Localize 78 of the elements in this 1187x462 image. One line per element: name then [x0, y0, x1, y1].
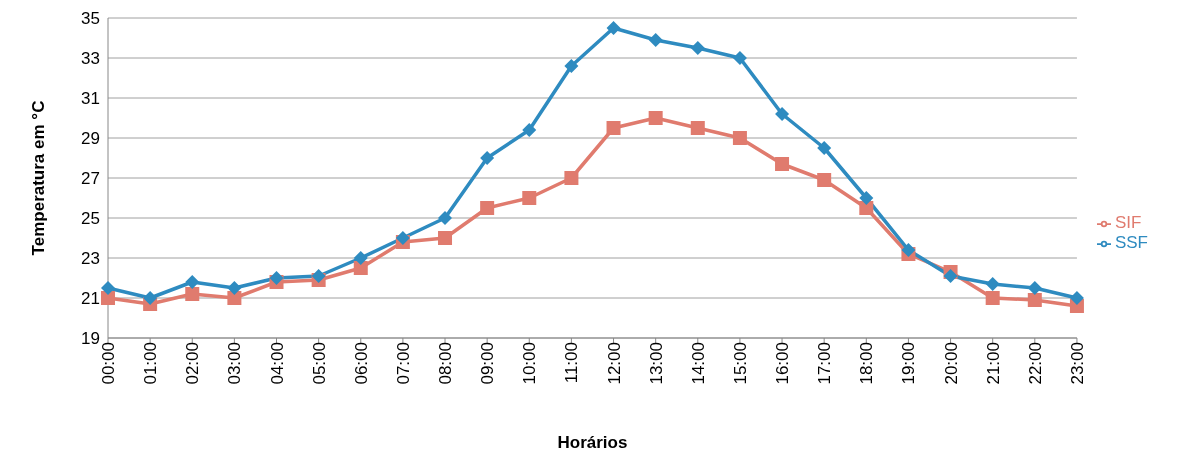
point [564, 59, 579, 73]
point [353, 261, 368, 275]
point [227, 281, 242, 295]
point [480, 201, 495, 215]
point [1069, 291, 1084, 305]
x-tick-label: 20:00 [941, 342, 961, 385]
x-tick-label: 02:00 [183, 342, 203, 385]
x-tick-label: 01:00 [141, 342, 161, 385]
y-tick-label: 21 [81, 289, 100, 309]
x-tick-label: 22:00 [1025, 342, 1045, 385]
point [480, 151, 495, 165]
x-tick-label: 21:00 [983, 342, 1003, 385]
y-tick-label: 19 [81, 329, 100, 349]
x-tick-label: 18:00 [857, 342, 877, 385]
x-tick-label: 15:00 [730, 342, 750, 385]
x-tick-label: 06:00 [351, 342, 371, 385]
point [775, 157, 790, 171]
y-tick-label: 29 [81, 129, 100, 149]
x-tick-label: 13:00 [646, 342, 666, 385]
x-tick-label: 03:00 [225, 342, 245, 385]
point [1027, 281, 1042, 295]
point [775, 107, 790, 121]
x-tick-label: 23:00 [1068, 342, 1088, 385]
y-tick-label: 35 [81, 9, 100, 29]
x-tick-label: 17:00 [815, 342, 835, 385]
y-axis-title: Temperatura em °C [29, 100, 49, 256]
point [817, 173, 832, 187]
point [648, 111, 663, 125]
point [732, 131, 747, 145]
point [353, 251, 368, 265]
point [859, 191, 874, 205]
point [817, 141, 832, 155]
x-tick-label: 10:00 [520, 342, 540, 385]
point [143, 291, 158, 305]
legend-label: SIF [1114, 213, 1142, 232]
point [395, 231, 410, 245]
legend-label: SSF [1114, 233, 1148, 252]
y-tick-label: 23 [81, 249, 100, 269]
point [985, 277, 1000, 291]
x-tick-label: 00:00 [99, 342, 119, 385]
point [438, 231, 453, 245]
x-axis-title: Horários [557, 433, 628, 452]
point [101, 291, 115, 305]
y-tick-label: 31 [81, 89, 100, 109]
point [732, 51, 747, 65]
point [985, 291, 1000, 305]
point [606, 121, 621, 135]
point [1027, 293, 1042, 307]
point [690, 41, 705, 55]
x-tick-label: 04:00 [267, 342, 287, 385]
x-tick-label: 05:00 [309, 342, 329, 385]
point [564, 171, 579, 185]
x-tick-label: 12:00 [604, 342, 624, 385]
point [690, 121, 705, 135]
x-tick-label: 09:00 [478, 342, 498, 385]
x-tick-label: 07:00 [393, 342, 413, 385]
point [648, 33, 663, 47]
point [227, 291, 242, 305]
point [901, 243, 916, 257]
point [438, 211, 453, 225]
y-tick-label: 33 [81, 49, 100, 69]
point [311, 269, 326, 283]
point [522, 123, 537, 137]
y-tick-label: 25 [81, 209, 100, 229]
point [943, 269, 958, 283]
point [185, 287, 200, 301]
point [859, 201, 874, 215]
x-tick-label: 19:00 [899, 342, 919, 385]
point [522, 191, 537, 205]
y-tick-label: 27 [81, 169, 100, 189]
x-tick-label: 08:00 [436, 342, 456, 385]
x-tick-label: 16:00 [773, 342, 793, 385]
point [185, 275, 200, 289]
x-tick-label: 11:00 [562, 342, 582, 384]
point [269, 271, 284, 285]
point [606, 21, 621, 35]
x-tick-label: 14:00 [688, 342, 708, 385]
point [101, 281, 115, 295]
